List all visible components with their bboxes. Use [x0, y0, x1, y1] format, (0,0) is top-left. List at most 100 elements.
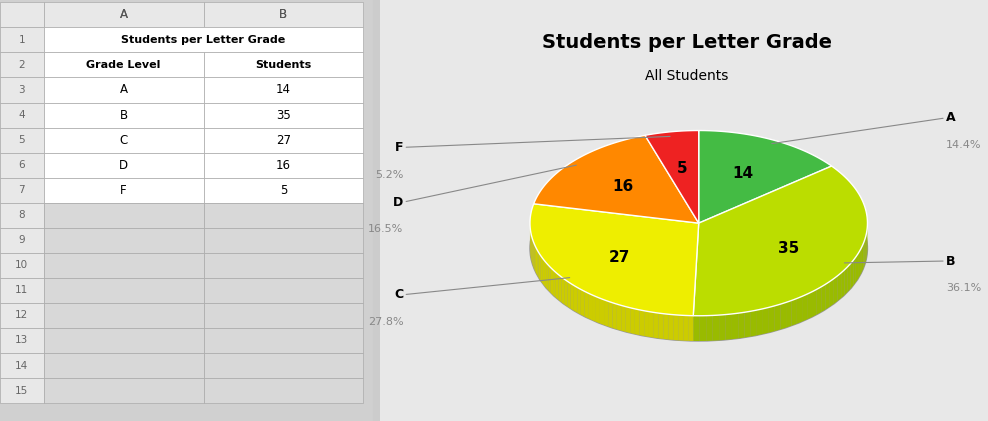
- PathPatch shape: [854, 257, 856, 285]
- Text: C: C: [120, 133, 127, 147]
- PathPatch shape: [694, 316, 700, 341]
- PathPatch shape: [644, 311, 649, 337]
- Bar: [0, 178, 43, 203]
- Bar: [204, 2, 364, 27]
- Text: 15: 15: [15, 386, 29, 396]
- PathPatch shape: [826, 281, 830, 309]
- PathPatch shape: [791, 298, 797, 326]
- Bar: [43, 228, 204, 253]
- Text: 14.4%: 14.4%: [946, 140, 981, 150]
- PathPatch shape: [797, 296, 802, 324]
- Text: 27: 27: [276, 133, 290, 147]
- Bar: [204, 203, 364, 228]
- PathPatch shape: [553, 270, 556, 298]
- Text: 1: 1: [19, 35, 25, 45]
- Text: 14: 14: [15, 360, 29, 370]
- PathPatch shape: [659, 313, 664, 339]
- PathPatch shape: [725, 314, 732, 340]
- Bar: [204, 152, 364, 178]
- Bar: [204, 178, 364, 203]
- Bar: [43, 27, 364, 52]
- Text: 8: 8: [19, 210, 25, 220]
- PathPatch shape: [700, 316, 706, 341]
- PathPatch shape: [561, 277, 564, 304]
- PathPatch shape: [645, 131, 699, 223]
- Bar: [204, 303, 364, 328]
- PathPatch shape: [649, 312, 654, 338]
- PathPatch shape: [664, 314, 669, 339]
- PathPatch shape: [635, 309, 639, 335]
- Bar: [0, 128, 43, 152]
- Text: B: B: [280, 8, 288, 21]
- PathPatch shape: [858, 250, 861, 279]
- Bar: [204, 278, 364, 303]
- PathPatch shape: [769, 306, 775, 333]
- PathPatch shape: [786, 301, 791, 328]
- PathPatch shape: [581, 289, 585, 317]
- PathPatch shape: [625, 306, 630, 333]
- PathPatch shape: [719, 314, 725, 340]
- Bar: [0, 27, 43, 52]
- Bar: [0, 253, 43, 278]
- Bar: [43, 353, 204, 378]
- PathPatch shape: [556, 272, 558, 300]
- Text: 11: 11: [15, 285, 29, 296]
- Text: 3: 3: [19, 85, 25, 95]
- Text: B: B: [120, 109, 127, 122]
- Text: Students per Letter Grade: Students per Letter Grade: [122, 35, 286, 45]
- Text: 10: 10: [15, 260, 29, 270]
- PathPatch shape: [679, 315, 684, 341]
- PathPatch shape: [621, 305, 625, 332]
- PathPatch shape: [613, 303, 617, 329]
- Bar: [0, 203, 43, 228]
- Text: 5: 5: [677, 161, 688, 176]
- Bar: [204, 128, 364, 152]
- PathPatch shape: [639, 310, 644, 336]
- Bar: [204, 77, 364, 102]
- Bar: [0, 303, 43, 328]
- PathPatch shape: [694, 166, 867, 316]
- PathPatch shape: [534, 242, 535, 270]
- Text: 27.8%: 27.8%: [368, 317, 403, 327]
- PathPatch shape: [775, 304, 781, 331]
- Text: 5: 5: [19, 135, 25, 145]
- PathPatch shape: [812, 289, 817, 317]
- Text: 27: 27: [609, 250, 629, 265]
- Bar: [43, 303, 204, 328]
- PathPatch shape: [757, 309, 763, 336]
- PathPatch shape: [751, 310, 757, 336]
- Text: 16.5%: 16.5%: [369, 224, 403, 234]
- Bar: [43, 128, 204, 152]
- PathPatch shape: [684, 315, 689, 341]
- Text: D: D: [393, 196, 403, 208]
- Bar: [204, 378, 364, 403]
- Text: 6: 6: [19, 160, 25, 170]
- PathPatch shape: [841, 270, 845, 298]
- PathPatch shape: [862, 243, 864, 272]
- PathPatch shape: [570, 283, 574, 311]
- PathPatch shape: [669, 314, 674, 340]
- PathPatch shape: [738, 312, 745, 338]
- PathPatch shape: [856, 253, 858, 282]
- Bar: [204, 353, 364, 378]
- Text: A: A: [946, 112, 955, 124]
- Text: B: B: [946, 255, 955, 267]
- Bar: [43, 102, 204, 128]
- PathPatch shape: [630, 308, 635, 334]
- PathPatch shape: [838, 273, 841, 301]
- PathPatch shape: [763, 307, 769, 334]
- PathPatch shape: [567, 281, 570, 309]
- PathPatch shape: [817, 287, 821, 314]
- PathPatch shape: [845, 266, 848, 295]
- PathPatch shape: [732, 313, 738, 339]
- Text: 13: 13: [15, 336, 29, 346]
- PathPatch shape: [558, 274, 561, 302]
- Text: 35: 35: [276, 109, 290, 122]
- PathPatch shape: [802, 294, 807, 322]
- Bar: [43, 328, 204, 353]
- Bar: [204, 228, 364, 253]
- Text: 14: 14: [276, 83, 290, 96]
- PathPatch shape: [600, 298, 604, 325]
- Bar: [204, 52, 364, 77]
- Bar: [204, 253, 364, 278]
